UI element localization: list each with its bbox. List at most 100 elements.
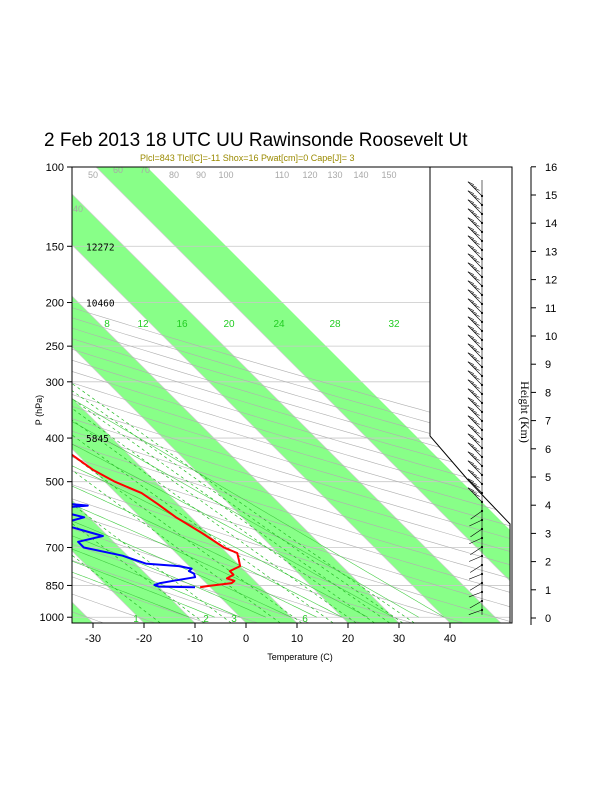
mixing-ratio-line [72,407,375,623]
wind-barb-flag [473,385,480,389]
dry-adiabat [72,528,361,623]
dry-adiabat [72,484,512,623]
wind-point [480,266,484,270]
wind-barb [467,181,483,197]
wind-point [480,473,484,477]
dry-adiabat [72,443,512,580]
wind-barb [467,397,483,413]
wind-barb-flag [470,301,477,305]
wind-barb-flag [470,310,477,314]
wind-point [480,455,484,459]
wind-barb-flag [470,409,477,413]
wind-point [480,554,484,558]
mixing-ratio-label: 12 [137,319,149,330]
wind-barb-flag [473,403,480,407]
dry-adiabat [72,498,464,623]
wind-barb-flag [467,388,475,393]
wind-barb [467,415,483,431]
mixing-ratio-line [72,383,415,623]
wind-barb-flag [470,193,477,197]
wind-point [480,581,484,585]
wind-point [480,374,484,378]
wind-barb [469,519,483,527]
wind-barb [467,190,483,206]
temperature-profile [72,453,242,589]
wind-barb [470,510,483,520]
wind-barb [469,537,483,545]
wind-barb [467,307,483,323]
wind-point [480,293,484,297]
wind-barb-flag [470,445,477,449]
pressure-tick-label: 1000 [40,612,64,624]
wind-barb-flag [467,370,475,375]
wind-barb-flag [473,475,480,479]
wind-barb-flag [470,337,477,341]
wind-barb-flag [473,196,480,200]
wind-barb-flag [470,436,477,440]
wind-barb [467,262,483,278]
wind-barb-flag [470,184,477,188]
mixing-ratio-line [72,469,281,623]
wind-barb-flag [467,181,475,186]
wind-barb-flag [470,454,477,458]
wind-point [480,572,484,576]
wind-barb-flag [470,220,477,224]
wind-barb [467,433,483,449]
pressure-tick-label: 500 [46,477,64,489]
dry-adiabat [72,327,512,457]
wind-barb-flag [470,346,477,350]
mixing-ratio-label: 1 [133,614,139,625]
height-label: 5845 [86,434,109,445]
height-label: 10460 [86,299,115,310]
wind-barb-flag [470,481,477,485]
moist-adiabat [72,398,445,618]
height-label: 12272 [86,242,115,253]
wind-barb-flag [470,400,477,404]
wind-barb-flag [473,376,480,380]
wind-barb-flag [473,205,480,209]
x-axis-label: Temperature (C) [267,652,333,662]
wind-barb [467,316,483,332]
height-tick-label: 3 [545,528,551,540]
wind-barb-flag [473,349,480,353]
theta-label: 100 [218,170,233,180]
wind-barb-flag [470,202,477,206]
height-tick-label: 16 [545,162,557,174]
wind-point [480,509,484,513]
wind-barb [468,609,483,615]
height-tick-label: 9 [545,359,551,371]
wind-point [480,491,484,495]
wind-point [480,365,484,369]
wind-point [480,545,484,549]
wind-barb-flag [467,280,475,285]
wind-barb-flag [473,331,480,335]
wind-barb [468,555,483,562]
wind-point [480,284,484,288]
wind-barb-flag [467,235,475,240]
mixing-ratio-label: 16 [176,319,188,330]
wind-barb-flag [473,484,480,488]
wind-point [480,518,484,522]
wind-barb-flag [467,298,475,303]
wind-barb [467,298,483,314]
temperature-tick-label: 20 [342,633,354,645]
pressure-tick-label: 400 [46,433,64,445]
wind-barb-flag [473,439,480,443]
height-tick-label: 13 [545,246,557,258]
wind-point [480,338,484,342]
wind-barb-flag [470,328,477,332]
height-tick-label: 4 [545,500,551,512]
theta-label: 80 [169,170,179,180]
isotherm-line [72,193,502,623]
isotherm-line [72,499,196,623]
wind-barb-flag [467,379,475,384]
wind-barb-flag [473,313,480,317]
wind-barb-flag [467,253,475,258]
wind-barb-flag [470,364,477,368]
wind-barb [467,460,483,476]
wind-point [480,239,484,243]
theta-label: 110 [275,170,289,180]
wind-barb-flag [467,190,475,195]
wind-barb-flag [467,469,475,474]
wind-barb [467,451,483,467]
